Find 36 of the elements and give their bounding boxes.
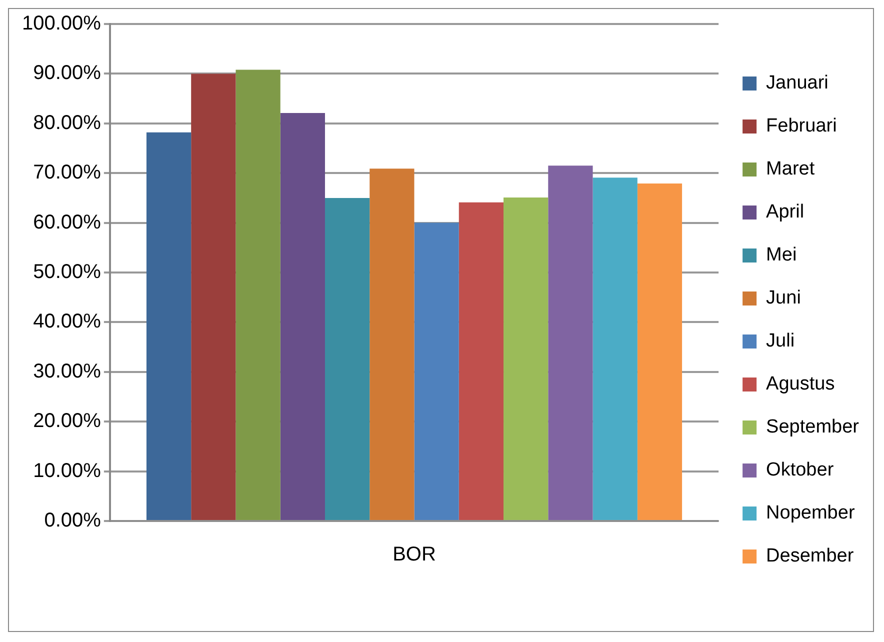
legend-label: Juli: [766, 330, 795, 352]
y-tick-label: 60.00%: [33, 211, 102, 234]
bar: [458, 202, 504, 520]
y-tick-label: 20.00%: [33, 410, 102, 432]
y-tick-label: 40.00%: [33, 310, 102, 333]
legend-label: Januari: [766, 72, 828, 94]
bar: [504, 197, 548, 520]
y-tick-label: 50.00%: [33, 261, 102, 284]
bar: [191, 74, 236, 520]
bar: [324, 198, 370, 520]
y-tick-label: 100.00%: [22, 12, 102, 35]
legend-label: Nopember: [766, 502, 856, 524]
y-tick-label: 90.00%: [33, 62, 102, 84]
bar: [370, 168, 414, 520]
legend-label: Desember: [766, 546, 854, 567]
legend-label: Maret: [766, 158, 816, 180]
legend-label: Februari: [766, 116, 837, 137]
bar: [637, 184, 682, 520]
bar: [548, 166, 593, 520]
y-tick-label: 0.00%: [44, 510, 102, 532]
legend-label: September: [766, 416, 860, 438]
y-tick-label: 10.00%: [33, 460, 102, 482]
bar: [146, 132, 192, 520]
bar: [414, 222, 459, 520]
bar: [280, 112, 325, 520]
x-tick-label: BOR: [392, 544, 436, 566]
bar: [592, 178, 638, 520]
y-tick-label: 80.00%: [33, 112, 102, 134]
legend-label: Mei: [766, 244, 797, 266]
legend-label: Agustus: [766, 374, 835, 395]
legend-label: Oktober: [766, 460, 834, 481]
legend-label: April: [766, 202, 804, 223]
y-tick-label: 70.00%: [33, 162, 102, 184]
bar: [236, 70, 280, 520]
legend-label: Juni: [766, 288, 801, 309]
y-tick-label: 30.00%: [33, 360, 102, 382]
